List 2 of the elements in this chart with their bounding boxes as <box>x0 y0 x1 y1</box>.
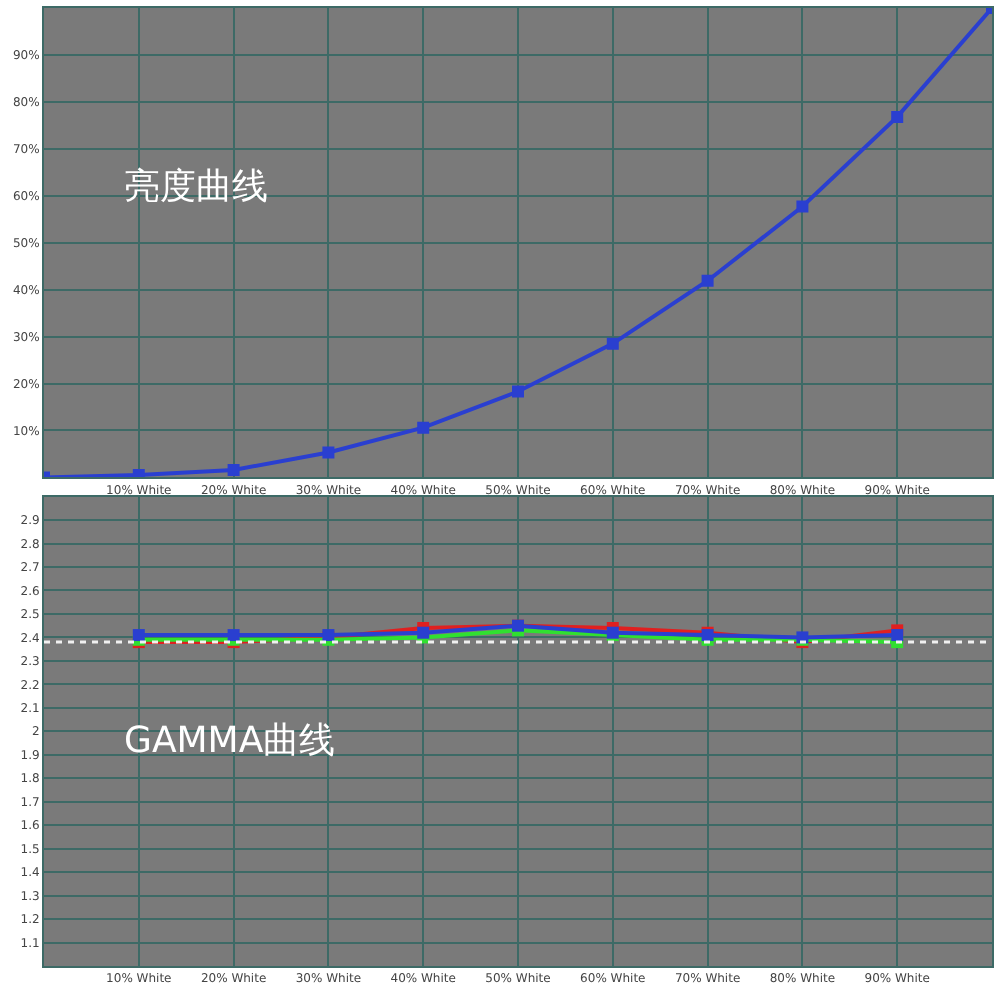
text: 亮度曲线 <box>124 166 268 208</box>
text: GAMMA曲线 <box>124 720 336 762</box>
